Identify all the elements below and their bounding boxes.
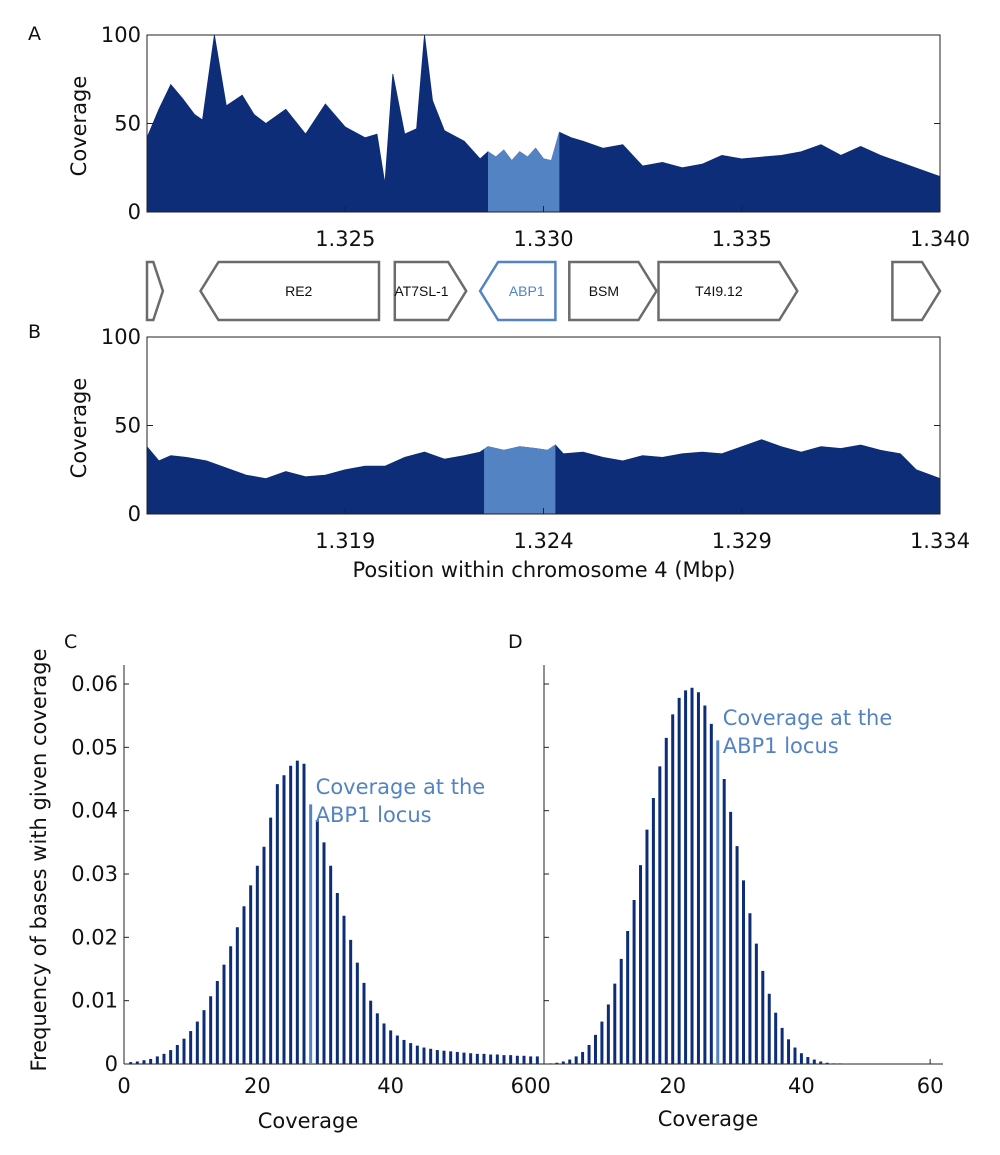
panel-a-ytick-label: 50 bbox=[114, 112, 141, 136]
panel-c-ytick-label: 0 bbox=[105, 1052, 118, 1076]
panel-b-xtick-label: 1.324 bbox=[513, 529, 573, 553]
panel-a-letter: A bbox=[28, 23, 41, 45]
panel-c-ytick-label: 0.05 bbox=[71, 735, 118, 759]
panel-d-annotation: Coverage at the ABP1 locus bbox=[723, 706, 893, 758]
panel-b-xlabel: Position within chromosome 4 (Mbp) bbox=[352, 558, 735, 582]
gene-track: RE2 AT7SL-1 ABP1 BSM T4I9.12 bbox=[145, 260, 942, 322]
panel-a: A 0 50 100 1.325 1.330 1.335 1.340 Coverage bbox=[28, 23, 970, 251]
panel-b: B 0 50 100 1.319 1.324 1.329 1.334 Coverage Po… bbox=[28, 321, 970, 582]
panel-d: D 0 20 40 60 Coverage at the ABP1 locus Cover… bbox=[508, 631, 943, 1131]
panel-b-data bbox=[147, 439, 940, 514]
panel-c-xlabel: Coverage bbox=[258, 1109, 359, 1133]
panel-b-xtick-label: 1.319 bbox=[315, 529, 375, 553]
gene-arrow bbox=[199, 260, 381, 322]
gene-arrow bbox=[891, 260, 942, 322]
panel-c-xtick-label: 20 bbox=[244, 1074, 271, 1098]
panel-d-plot: 0 20 40 60 Coverage at the ABP1 locus bbox=[537, 665, 943, 1098]
panel-d-xtick-label: 20 bbox=[659, 1074, 686, 1098]
panel-c-xtick-label: 60 bbox=[511, 1074, 538, 1098]
panel-a-abp1-highlight-area bbox=[487, 131, 560, 212]
gene-arrow bbox=[393, 260, 468, 322]
gene-label: ABP1 bbox=[509, 283, 545, 299]
panel-b-letter: B bbox=[28, 321, 41, 343]
panel-d-letter: D bbox=[508, 631, 523, 653]
panel-b-ytick-label: 50 bbox=[114, 414, 141, 438]
gene-label: AT7SL-1 bbox=[394, 283, 448, 299]
panel-b-xtick-label: 1.329 bbox=[712, 529, 772, 553]
panel-b-plot: 0 50 100 1.319 1.324 1.329 1.334 bbox=[101, 325, 970, 553]
panel-c-ytick-label: 0.04 bbox=[71, 799, 118, 823]
panel-c-ylabel: Frequency of bases with given coverage bbox=[27, 649, 51, 1072]
panel-b-ytick-label: 100 bbox=[101, 325, 141, 349]
panel-a-ytick-label: 100 bbox=[101, 23, 141, 47]
panel-a-ytick-label: 0 bbox=[128, 200, 141, 224]
panel-c: C 0 0.01 0.02 0.03 0.04 0.05 0.06 0 20 40 60 Covera… bbox=[27, 631, 544, 1133]
panel-d-xtick-label: 60 bbox=[917, 1074, 944, 1098]
panel-a-ylabel: Coverage bbox=[67, 76, 91, 177]
gene-label: BSM bbox=[589, 283, 619, 299]
panel-d-xlabel: Coverage bbox=[658, 1107, 759, 1131]
panel-c-ytick-label: 0.01 bbox=[71, 989, 118, 1013]
panel-a-xtick-label: 1.330 bbox=[513, 227, 573, 251]
panel-a-xtick-label: 1.325 bbox=[315, 227, 375, 251]
panel-c-letter: C bbox=[64, 631, 77, 653]
panel-d-annotation-line: Coverage at the bbox=[723, 706, 893, 730]
panel-c-annotation-line: Coverage at the bbox=[316, 775, 486, 799]
panel-d-annotation-line: ABP1 locus bbox=[723, 734, 839, 758]
panel-d-xtick-label: 0 bbox=[537, 1074, 550, 1098]
gene-label: RE2 bbox=[285, 283, 312, 299]
panel-c-annotation: Coverage at the ABP1 locus bbox=[316, 775, 486, 827]
panel-c-xtick-label: 40 bbox=[377, 1074, 404, 1098]
panel-b-xtick-label: 1.334 bbox=[910, 529, 970, 553]
panel-a-data bbox=[147, 35, 940, 212]
panel-d-xtick-label: 40 bbox=[788, 1074, 815, 1098]
panel-c-ytick-label: 0.06 bbox=[71, 672, 118, 696]
gene-arrow bbox=[568, 260, 658, 322]
panel-a-plot: 0 50 100 1.325 1.330 1.335 1.340 bbox=[101, 23, 970, 251]
panel-c-plot: 0 0.01 0.02 0.03 0.04 0.05 0.06 0 20 40 60 Coverage… bbox=[71, 665, 544, 1098]
panel-c-annotation-line: ABP1 locus bbox=[316, 803, 432, 827]
panel-a-xtick-label: 1.340 bbox=[910, 227, 970, 251]
panel-c-xtick-label: 0 bbox=[117, 1074, 130, 1098]
gene-arrow bbox=[478, 260, 557, 322]
panel-b-ylabel: Coverage bbox=[67, 378, 91, 479]
panel-c-ytick-label: 0.03 bbox=[71, 862, 118, 886]
panel-a-xtick-label: 1.335 bbox=[712, 227, 772, 251]
panel-c-ytick-label: 0.02 bbox=[71, 925, 118, 949]
gene-arrow bbox=[657, 260, 799, 322]
panel-b-abp1-highlight-area bbox=[484, 444, 556, 514]
gene-label: T4I9.12 bbox=[695, 283, 743, 299]
panel-b-ytick-label: 0 bbox=[128, 502, 141, 526]
gene-arrow bbox=[145, 260, 165, 322]
